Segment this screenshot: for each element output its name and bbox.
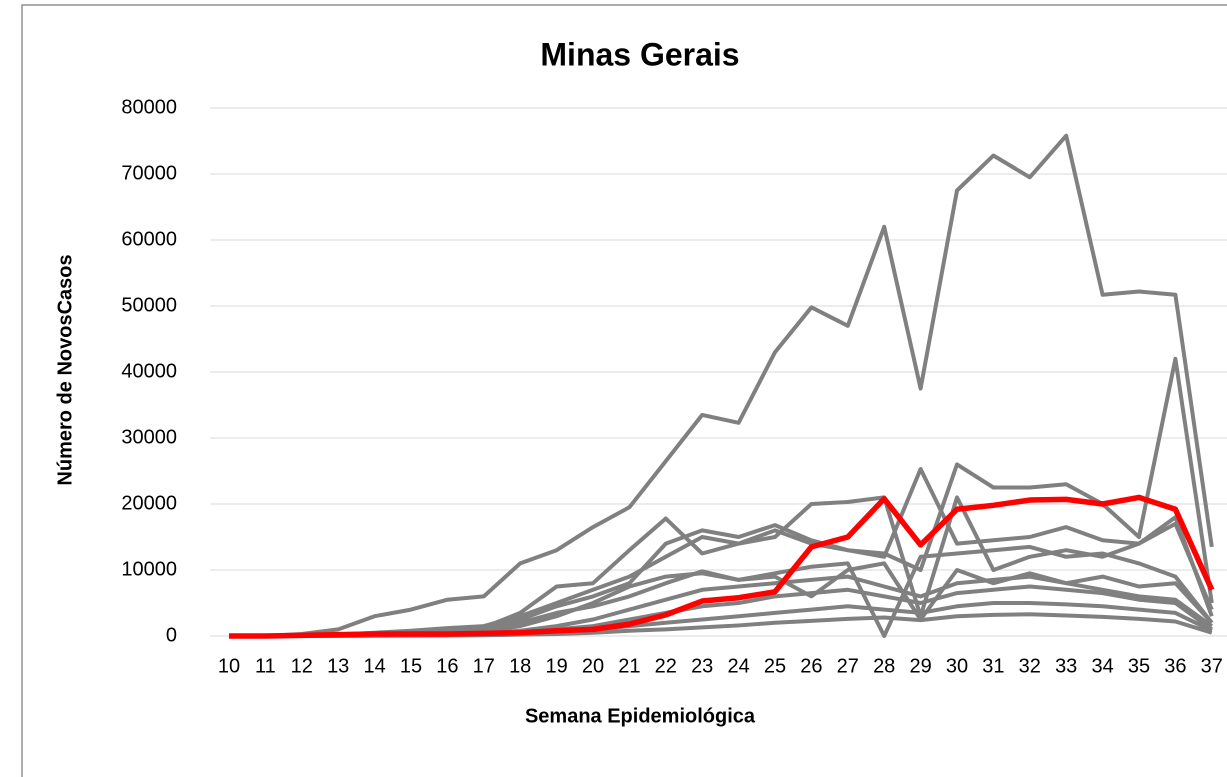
x-tick-label: 35: [1128, 655, 1150, 677]
x-tick-label: 27: [837, 655, 859, 677]
x-tick-label: 33: [1055, 655, 1077, 677]
x-tick-label: 25: [764, 655, 786, 677]
x-tick-label: 15: [400, 655, 422, 677]
y-tick-label: 70000: [121, 162, 177, 184]
x-tick-label: 24: [727, 655, 749, 677]
y-tick-label: 60000: [121, 228, 177, 250]
y-tick-label: 0: [166, 624, 177, 646]
x-tick-label: 37: [1201, 655, 1223, 677]
x-tick-label: 36: [1164, 655, 1186, 677]
y-tick-label: 50000: [121, 294, 177, 316]
y-tick-label: 10000: [121, 558, 177, 580]
x-tick-label: 32: [1019, 655, 1041, 677]
x-tick-label: 30: [946, 655, 968, 677]
x-axis-title: Semana Epidemiológica: [525, 705, 756, 727]
x-tick-label: 10: [218, 655, 240, 677]
x-tick-label: 14: [363, 655, 385, 677]
x-tick-label: 23: [691, 655, 713, 677]
x-tick-label: 28: [873, 655, 895, 677]
y-tick-label: 80000: [121, 96, 177, 118]
x-tick-label: 31: [982, 655, 1004, 677]
x-tick-label: 22: [655, 655, 677, 677]
x-tick-label: 20: [582, 655, 604, 677]
x-tick-label: 11: [255, 655, 276, 677]
y-tick-label: 40000: [121, 360, 177, 382]
x-tick-label: 18: [509, 655, 531, 677]
chart-title: Minas Gerais: [540, 36, 739, 72]
y-tick-label: 20000: [121, 492, 177, 514]
x-tick-label: 16: [436, 655, 458, 677]
x-tick-label: 21: [618, 655, 640, 677]
series-line: [229, 494, 1215, 639]
x-tick-label: 34: [1091, 655, 1113, 677]
chart-border: [21, 4, 1227, 777]
x-tick-label: 12: [291, 655, 313, 677]
y-tick-label: 30000: [121, 426, 177, 448]
x-tick-label: 26: [800, 655, 822, 677]
x-tick-label: 13: [327, 655, 349, 677]
y-axis-title: Número de NovosCasos: [54, 254, 76, 485]
x-tick-label: 17: [473, 655, 495, 677]
x-tick-label: 29: [909, 655, 931, 677]
x-tick-label: 19: [545, 655, 567, 677]
series-line: [229, 133, 1214, 638]
